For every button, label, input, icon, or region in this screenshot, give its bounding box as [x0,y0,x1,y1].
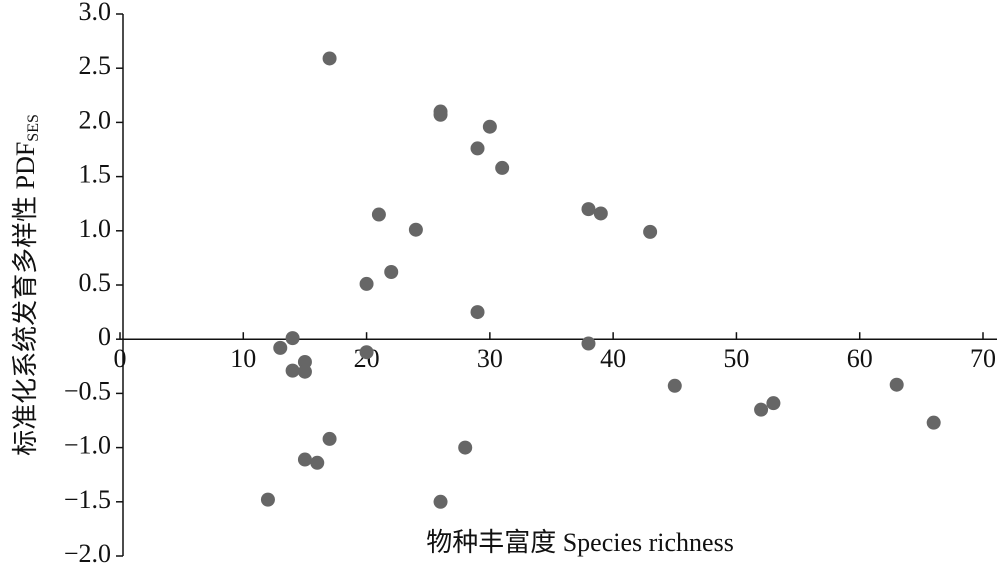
y-axis-label: 标准化系统发育多样性 PDFSES [11,114,42,456]
point [754,402,769,417]
x-tick-label: 50 [723,344,749,373]
point [889,377,904,392]
point [581,336,596,351]
point [260,492,275,507]
point [322,51,337,66]
point [926,415,941,430]
y-tick-label: 0 [98,322,111,351]
y-tick-label: 2.5 [79,51,112,80]
point [766,396,781,411]
x-tick-label: 10 [230,344,256,373]
y-axis-label-sub: SES [25,114,42,142]
point [322,431,337,446]
point [297,354,312,369]
point [643,224,658,239]
x-tick-label: 40 [600,344,626,373]
point [433,107,448,122]
y-tick-label: −1.5 [64,485,111,514]
y-axis-label-main: 标准化系统发育多样性 PDF [11,142,40,456]
point [310,455,325,470]
y-tick-label: 1.0 [79,214,112,243]
y-tick-label: 2.0 [79,105,112,134]
point [359,276,374,291]
x-tick-label: 60 [847,344,873,373]
point [273,340,288,355]
point [667,378,682,393]
point [297,452,312,467]
point [285,331,300,346]
point [470,141,485,156]
y-tick-label: 1.5 [79,160,112,189]
point [297,364,312,379]
point [581,202,596,217]
point [593,206,608,221]
y-tick-label: 0.5 [79,268,112,297]
point [285,363,300,378]
point [371,207,386,222]
point [458,440,473,455]
point [433,494,448,509]
point [495,160,510,175]
y-tick-label: −1.0 [64,431,111,460]
y-tick-label: −2.0 [64,539,111,568]
y-tick-label: −0.5 [64,376,111,405]
point [359,345,374,360]
point [408,222,423,237]
point [470,305,485,320]
point [482,119,497,134]
y-tick-label: 3.0 [79,0,112,26]
point [384,264,399,279]
x-tick-label: 30 [477,344,503,373]
x-tick-label: 0 [114,344,127,373]
x-axis-label: 物种丰富度 Species richness [426,528,734,557]
x-tick-label: 70 [970,344,996,373]
